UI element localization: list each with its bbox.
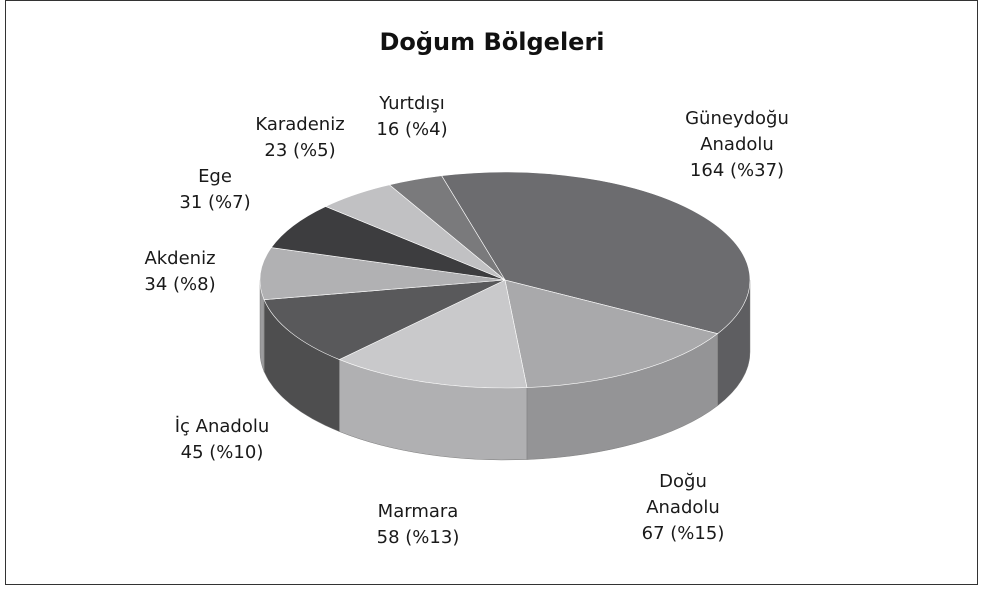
pie-side-shade	[717, 280, 750, 406]
pie-slice	[441, 171, 751, 334]
pie-side-shade	[526, 333, 718, 460]
pie-slice	[259, 247, 506, 300]
pie-slice	[270, 206, 506, 281]
value-label: 45 (%10)	[180, 442, 264, 463]
category-label: İç Anadolu	[174, 416, 270, 437]
pie-side-shade	[264, 299, 340, 432]
slice-label: İç Anadolu 45 (%10)	[157, 414, 287, 466]
value-label: 58 (%13)	[376, 527, 460, 548]
pie-tops	[259, 171, 751, 389]
slice-label: Doğu Anadolu 67 (%15)	[628, 469, 738, 547]
slice-label: Karadeniz 23 (%5)	[240, 112, 360, 164]
value-label: 164 (%37)	[689, 160, 785, 181]
pie-slice	[338, 279, 528, 389]
slice-label: Ege 31 (%7)	[160, 164, 270, 216]
category-label: Güneydoğu Anadolu	[685, 108, 789, 155]
pie-slice	[263, 279, 506, 360]
value-label: 34 (%8)	[144, 274, 216, 295]
pie-side-shade	[339, 359, 527, 461]
chart-title: Doğum Bölgeleri	[379, 28, 605, 56]
pie-slice	[388, 175, 506, 281]
value-label: 16 (%4)	[376, 119, 448, 140]
slice-label: Güneydoğu Anadolu 164 (%37)	[662, 106, 812, 184]
category-label: Akdeniz	[144, 248, 216, 269]
category-label: Yurtdışı	[379, 93, 445, 114]
pie-sides	[259, 279, 751, 461]
slice-label: Marmara 58 (%13)	[363, 499, 473, 551]
pie-side-shade	[260, 280, 265, 372]
pie-slice	[504, 279, 719, 388]
category-label: Karadeniz	[255, 114, 345, 135]
slice-label: Yurtdışı 16 (%4)	[357, 91, 467, 143]
slice-label: Akdeniz 34 (%8)	[125, 246, 235, 298]
category-label: Marmara	[377, 501, 459, 522]
value-label: 23 (%5)	[264, 140, 336, 161]
chart-border	[5, 0, 978, 585]
value-label: 31 (%7)	[179, 192, 251, 213]
category-label: Doğu Anadolu	[646, 471, 720, 518]
value-label: 67 (%15)	[641, 523, 725, 544]
category-label: Ege	[198, 166, 232, 187]
